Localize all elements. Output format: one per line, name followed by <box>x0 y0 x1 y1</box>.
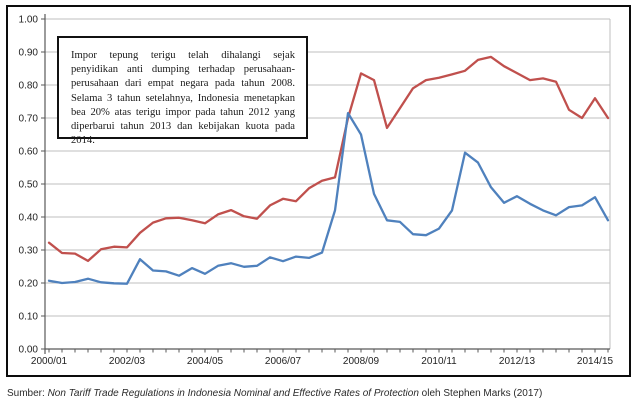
caption-prefix: Sumber: <box>7 388 48 399</box>
y-axis-label: 0.60 <box>19 147 39 158</box>
y-axis-label: 0.80 <box>19 81 39 92</box>
source-caption: Sumber: Non Tariff Trade Regulations in … <box>7 388 542 399</box>
y-axis-label: 0.50 <box>19 180 39 191</box>
y-axis-label: 0.70 <box>19 114 39 125</box>
x-axis-label: 2002/03 <box>109 356 146 367</box>
x-axis-label: 2014/15 <box>577 356 614 367</box>
y-axis-label: 0.40 <box>19 213 39 224</box>
caption-source-title: Non Tariff Trade Regulations in Indonesi… <box>47 388 419 399</box>
y-axis-label: 1.00 <box>19 15 39 26</box>
figure-border <box>6 5 631 377</box>
x-axis-label: 2004/05 <box>187 356 224 367</box>
y-axis-label: 0.00 <box>19 345 39 356</box>
annotation-text: Impor tepung terigu telah dihalangi seja… <box>71 50 295 147</box>
series_red-line <box>47 55 610 263</box>
x-axis-label: 2010/11 <box>421 356 457 367</box>
x-axis-label: 2006/07 <box>265 356 302 367</box>
y-axis-label: 0.10 <box>19 312 39 323</box>
y-axis-label: 0.90 <box>19 48 39 59</box>
caption-suffix: oleh Stephen Marks (2017) <box>418 388 543 399</box>
x-axis-label: 2008/09 <box>343 356 380 367</box>
y-axis-label: 0.30 <box>19 246 39 257</box>
y-axis-label: 0.20 <box>19 279 39 290</box>
series_blue-line <box>47 111 610 285</box>
x-axis-label: 2000/01 <box>31 356 68 367</box>
annotation-box: Impor tepung terigu telah dihalangi seja… <box>57 36 308 146</box>
x-axis-label: 2012/13 <box>499 356 536 367</box>
line-chart-canvas: 0.00 0.10 0.20 0.30 0.40 0.50 0.60 0.70 0.80 0.90… <box>19 14 614 367</box>
